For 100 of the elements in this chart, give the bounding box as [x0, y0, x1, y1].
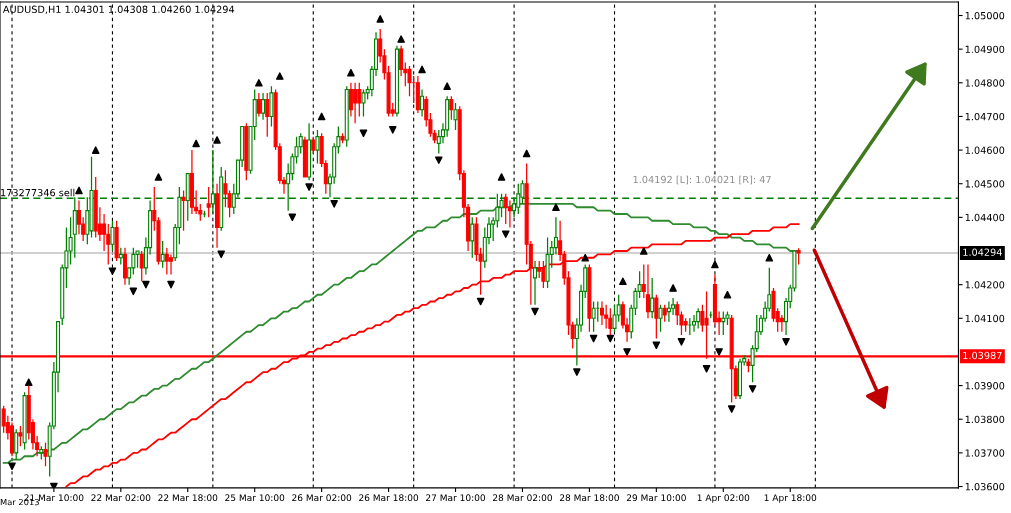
candlestick [645, 263, 651, 319]
point [623, 348, 631, 356]
point [619, 277, 627, 286]
x-tick-label: 27 Mar 10:00 [426, 494, 486, 502]
point [75, 186, 83, 195]
x-tick-label: 1 Apr 18:00 [764, 494, 817, 503]
point [8, 462, 16, 471]
point [765, 253, 774, 262]
candlestick [650, 277, 655, 319]
point [727, 405, 736, 413]
point [275, 72, 284, 80]
x-tick-label: 22 Mar 18:00 [158, 494, 218, 502]
candlestick [470, 216, 475, 259]
point [217, 250, 226, 259]
x-tick-label: 26 Mar 02:00 [292, 494, 352, 502]
candlestick [131, 247, 136, 276]
point [213, 136, 221, 144]
point [652, 341, 661, 350]
candlestick [658, 304, 663, 333]
point [522, 149, 531, 158]
candlestick [315, 129, 320, 165]
candlestick [261, 92, 266, 121]
point [142, 280, 150, 289]
point [330, 200, 338, 208]
point [129, 287, 138, 296]
point [552, 203, 560, 212]
point [677, 338, 686, 346]
x-tick-label: 25 Mar 10:00 [225, 494, 285, 502]
x-tick-label: 28 Mar 18:00 [559, 494, 619, 502]
point [24, 378, 33, 387]
candlestick [503, 193, 508, 225]
x-tick-label: 28 Mar 02:00 [492, 494, 552, 502]
point [669, 284, 677, 292]
candlestick [76, 199, 81, 235]
point [581, 253, 590, 262]
candlestick [654, 294, 659, 340]
candlestick [110, 220, 115, 252]
point [388, 126, 397, 134]
point [782, 338, 790, 346]
point [397, 35, 405, 43]
candlestick [453, 102, 458, 131]
point [359, 129, 368, 138]
candlestick [541, 260, 546, 289]
x-tick-label: 26 Mar 18:00 [359, 494, 419, 502]
candlestick [591, 300, 596, 333]
point [497, 173, 506, 181]
candlestick [604, 304, 609, 330]
candlestick [210, 149, 215, 215]
candlestick [420, 88, 425, 118]
y-tick-label: 1.04600 [965, 146, 1005, 154]
chart-title: AUDUSD,H1 1.04301 1.04308 1.04260 1.04294 [2, 5, 235, 14]
point [108, 267, 117, 276]
candlestick [449, 95, 454, 121]
point [255, 78, 263, 87]
point [589, 334, 598, 343]
y-tick-label: 1.03800 [965, 415, 1005, 424]
candlestick [696, 307, 701, 330]
x-tick-label: 22 Mar 02:00 [91, 494, 151, 502]
candlestick [361, 88, 366, 118]
candlestick [599, 300, 604, 326]
ref-line-label: 1.03987 [963, 351, 1002, 360]
point [531, 307, 539, 316]
y-tick-label: 1.03700 [965, 449, 1005, 457]
candlestick [102, 213, 107, 252]
point [476, 297, 485, 306]
candlestick [779, 314, 784, 333]
candlestick [168, 253, 174, 276]
point [376, 15, 385, 23]
point [347, 68, 355, 77]
y-tick-label: 1.04800 [965, 79, 1005, 87]
point [723, 290, 732, 299]
candlestick [298, 132, 303, 155]
point [501, 230, 510, 238]
point [192, 139, 200, 148]
candlestick [14, 428, 19, 461]
candlestick [160, 240, 165, 269]
candlestick [269, 85, 274, 128]
point [443, 82, 451, 90]
candlestick [43, 442, 48, 467]
candlestick [139, 250, 144, 282]
candlestick [353, 82, 358, 124]
candlestick [507, 199, 512, 229]
y-tick-label: 1.04500 [965, 180, 1005, 188]
point [639, 247, 648, 255]
y-tick-label: 1.04900 [965, 45, 1005, 53]
annotation: 1.04192 [L]: 1.04021 [R]: 47 [633, 175, 771, 185]
candlestick [206, 186, 211, 218]
y-tick-label: 1.04100 [965, 314, 1005, 323]
point [167, 280, 175, 289]
point [434, 156, 443, 164]
y-tick-label: 1.03900 [965, 382, 1005, 390]
x-tick-label: 1 Apr 02:00 [697, 494, 750, 503]
point [715, 348, 723, 356]
candlestick [18, 425, 23, 447]
candlestick [399, 45, 404, 77]
point [317, 112, 326, 121]
point [606, 334, 615, 343]
candlestick [691, 314, 697, 333]
point [702, 364, 711, 373]
point [418, 65, 426, 74]
